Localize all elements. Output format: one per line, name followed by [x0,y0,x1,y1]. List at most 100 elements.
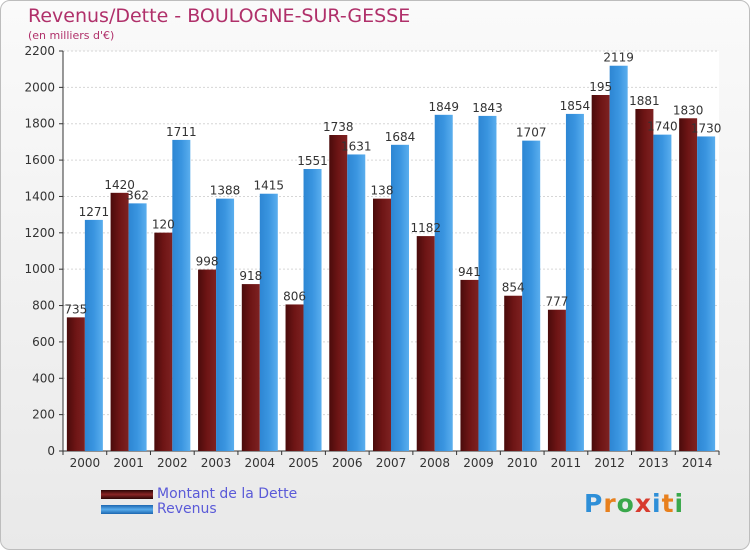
bar-revenus [84,219,103,451]
logo-letter: i [652,489,662,518]
bar-dette [591,95,610,451]
bar-dette [373,198,391,451]
value-label-revenus: 1415 [254,179,285,193]
value-label-dette: 854 [502,281,525,295]
value-label-dette: 941 [458,265,481,279]
x-tick-label: 2010 [507,456,538,470]
bar-dette [285,304,304,451]
value-label-dette: 1830 [673,103,704,117]
x-tick-label: 2003 [201,456,232,470]
bar-revenus [216,198,235,451]
value-label-dette: 1420 [104,178,135,192]
logo-letter: x [634,489,652,518]
x-tick-label: 2014 [682,456,713,470]
value-label-dette: 1182 [410,221,441,235]
x-tick-label: 2005 [288,456,319,470]
y-tick-label: 1800 [24,117,55,131]
logo-letter: o [616,489,635,518]
value-label-revenus: 1730 [691,121,722,135]
value-label-dette: 735 [64,302,87,316]
bar-revenus [128,203,147,451]
value-label-dette: 1881 [629,94,660,108]
x-tick-label: 2011 [551,456,582,470]
bar-dette [110,192,129,451]
value-label-revenus: 1843 [472,101,503,115]
legend-label-revenus: Revenus [157,501,217,517]
y-tick-label: 2000 [24,80,55,94]
bar-dette [460,279,479,451]
bar-revenus [478,115,497,451]
value-label-revenus: 1854 [560,99,591,113]
x-tick-label: 2009 [463,456,494,470]
y-tick-label: 200 [32,408,55,422]
bar-revenus [434,114,453,452]
x-tick-label: 2004 [245,456,276,470]
legend-label-dette: Montant de la Dette [157,486,298,502]
bar-dette [679,118,698,451]
y-tick-label: 1200 [24,226,55,240]
legend-swatch-revenus [101,505,153,514]
bar-revenus [522,140,541,452]
value-label-revenus: 1740 [647,120,678,134]
value-label-dette: 806 [283,289,306,303]
value-label-revenus: 1631 [341,139,372,153]
bar-dette [241,284,260,451]
chart-title: Revenus/Dette - BOULOGNE-SUR-GESSE [28,5,411,27]
value-label-dette: 138 [371,184,394,198]
value-label-revenus: 362 [126,188,149,202]
bar-revenus [653,134,672,452]
x-tick-label: 2007 [376,456,407,470]
value-label-dette: 777 [545,295,568,309]
bar-revenus [565,113,584,451]
value-label-revenus: 1849 [428,100,459,114]
value-label-revenus: 1684 [385,130,416,144]
value-label-revenus: 1707 [516,126,547,140]
value-label-revenus: 1551 [297,154,328,168]
x-tick-label: 2006 [332,456,363,470]
x-tick-label: 2013 [638,456,669,470]
bar-dette [329,135,348,451]
bar-dette [198,269,217,451]
bar-dette [416,236,435,451]
bar-dette [504,295,523,451]
logo-letter: i [674,489,685,518]
y-tick-label: 800 [32,299,55,313]
bar-dette [66,317,85,451]
value-label-dette: 195 [589,80,612,94]
value-label-revenus: 2119 [603,51,634,65]
y-tick-label: 0 [47,444,55,458]
x-tick-label: 2001 [113,456,144,470]
value-label-dette: 1738 [323,120,354,134]
x-tick-label: 2002 [157,456,188,470]
bar-revenus [609,65,628,452]
bar-dette [635,109,654,451]
y-tick-label: 1600 [24,153,55,167]
proxiti-logo: Proxiti [584,489,684,518]
x-tick-label: 2008 [419,456,450,470]
chart-subtitle: (en milliers d'€) [28,29,115,42]
value-label-dette: 918 [239,269,262,283]
value-label-dette: 120 [152,218,175,232]
logo-letter: t [661,489,675,518]
legend-swatch-dette [101,490,153,499]
y-tick-label: 2200 [24,44,55,58]
value-label-revenus: 1711 [166,125,197,139]
y-tick-label: 1400 [24,189,55,203]
x-tick-label: 2012 [594,456,625,470]
y-tick-label: 1000 [24,262,55,276]
y-tick-label: 400 [32,371,55,385]
bar-revenus [697,136,716,452]
x-tick-label: 2000 [70,456,101,470]
value-label-revenus: 1271 [79,205,110,219]
logo-letter: P [584,489,604,518]
logo-letter: r [603,489,617,518]
bar-revenus [391,144,409,451]
value-label-dette: 998 [196,255,219,269]
bar-revenus [172,139,191,451]
bar-revenus [259,193,278,451]
bar-dette [154,232,173,451]
bar-dette [547,309,566,451]
bar-revenus [347,154,366,452]
